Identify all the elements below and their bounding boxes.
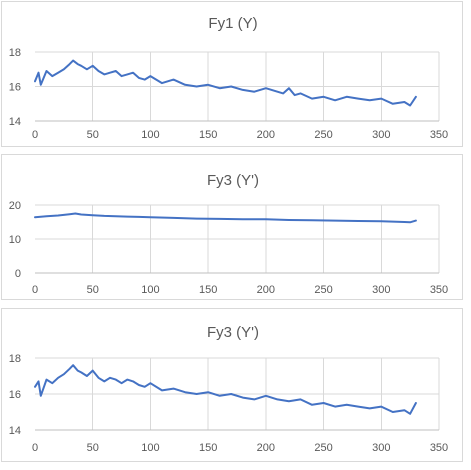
y-tick-label: 0: [15, 268, 21, 280]
x-tick-label: 50: [87, 284, 99, 296]
y-tick-label: 14: [9, 425, 21, 437]
series-line: [34, 59, 417, 107]
x-tick-label: 200: [257, 129, 275, 141]
chart-panel-3: Fy3 (Y') 0 50 100 150 200 250 300 350 14 16 18: [1, 308, 463, 462]
x-tick-label: 300: [372, 442, 390, 454]
x-tick-label: 150: [199, 284, 217, 296]
x-tick-label: 250: [314, 129, 332, 141]
x-tick-label: 350: [430, 442, 448, 454]
chart-svg-1: Fy1 (Y) 0 50 100 150 200 250 300 350 14 16 18: [9, 15, 448, 141]
chart-title: Fy1 (Y): [208, 15, 257, 32]
x-tick-label: 0: [32, 284, 38, 296]
x-tick-label: 350: [430, 129, 448, 141]
x-tick-label: 250: [314, 284, 332, 296]
y-tick-label: 14: [9, 116, 21, 128]
x-tick-label: 150: [199, 129, 217, 141]
x-tick-label: 250: [314, 442, 332, 454]
x-tick-label: 150: [199, 442, 217, 454]
x-tick-label: 100: [141, 442, 159, 454]
x-tick-label: 200: [257, 284, 275, 296]
chart-panel-2: Fy3 (Y') 0 50 100 150 200 250 300 350 0 10 20: [1, 154, 463, 300]
x-tick-label: 350: [430, 284, 448, 296]
x-tick-label: 0: [32, 442, 38, 454]
chart-panel-1: Fy1 (Y) 0 50 100 150 200 250 300 350 14 16 18: [1, 1, 463, 147]
y-tick-label: 18: [9, 47, 21, 59]
chart-title: Fy3 (Y'): [207, 172, 259, 189]
x-tick-label: 0: [32, 129, 38, 141]
y-tick-label: 10: [9, 234, 21, 246]
x-tick-label: 200: [257, 442, 275, 454]
x-tick-label: 100: [141, 129, 159, 141]
series-line: [34, 212, 417, 224]
x-tick-label: 300: [372, 284, 390, 296]
x-tick-label: 50: [87, 442, 99, 454]
chart-svg-2: Fy3 (Y') 0 50 100 150 200 250 300 350 0 10 20: [9, 172, 448, 296]
series-line: [34, 364, 417, 415]
y-tick-label: 16: [9, 82, 21, 94]
y-tick-label: 18: [9, 353, 21, 365]
chart-title: Fy3 (Y'): [207, 324, 259, 341]
y-tick-label: 16: [9, 389, 21, 401]
x-tick-label: 50: [87, 129, 99, 141]
x-tick-label: 100: [141, 284, 159, 296]
x-tick-label: 300: [372, 129, 390, 141]
chart-svg-3: Fy3 (Y') 0 50 100 150 200 250 300 350 14 16 18: [9, 324, 448, 454]
y-tick-label: 20: [9, 200, 21, 212]
